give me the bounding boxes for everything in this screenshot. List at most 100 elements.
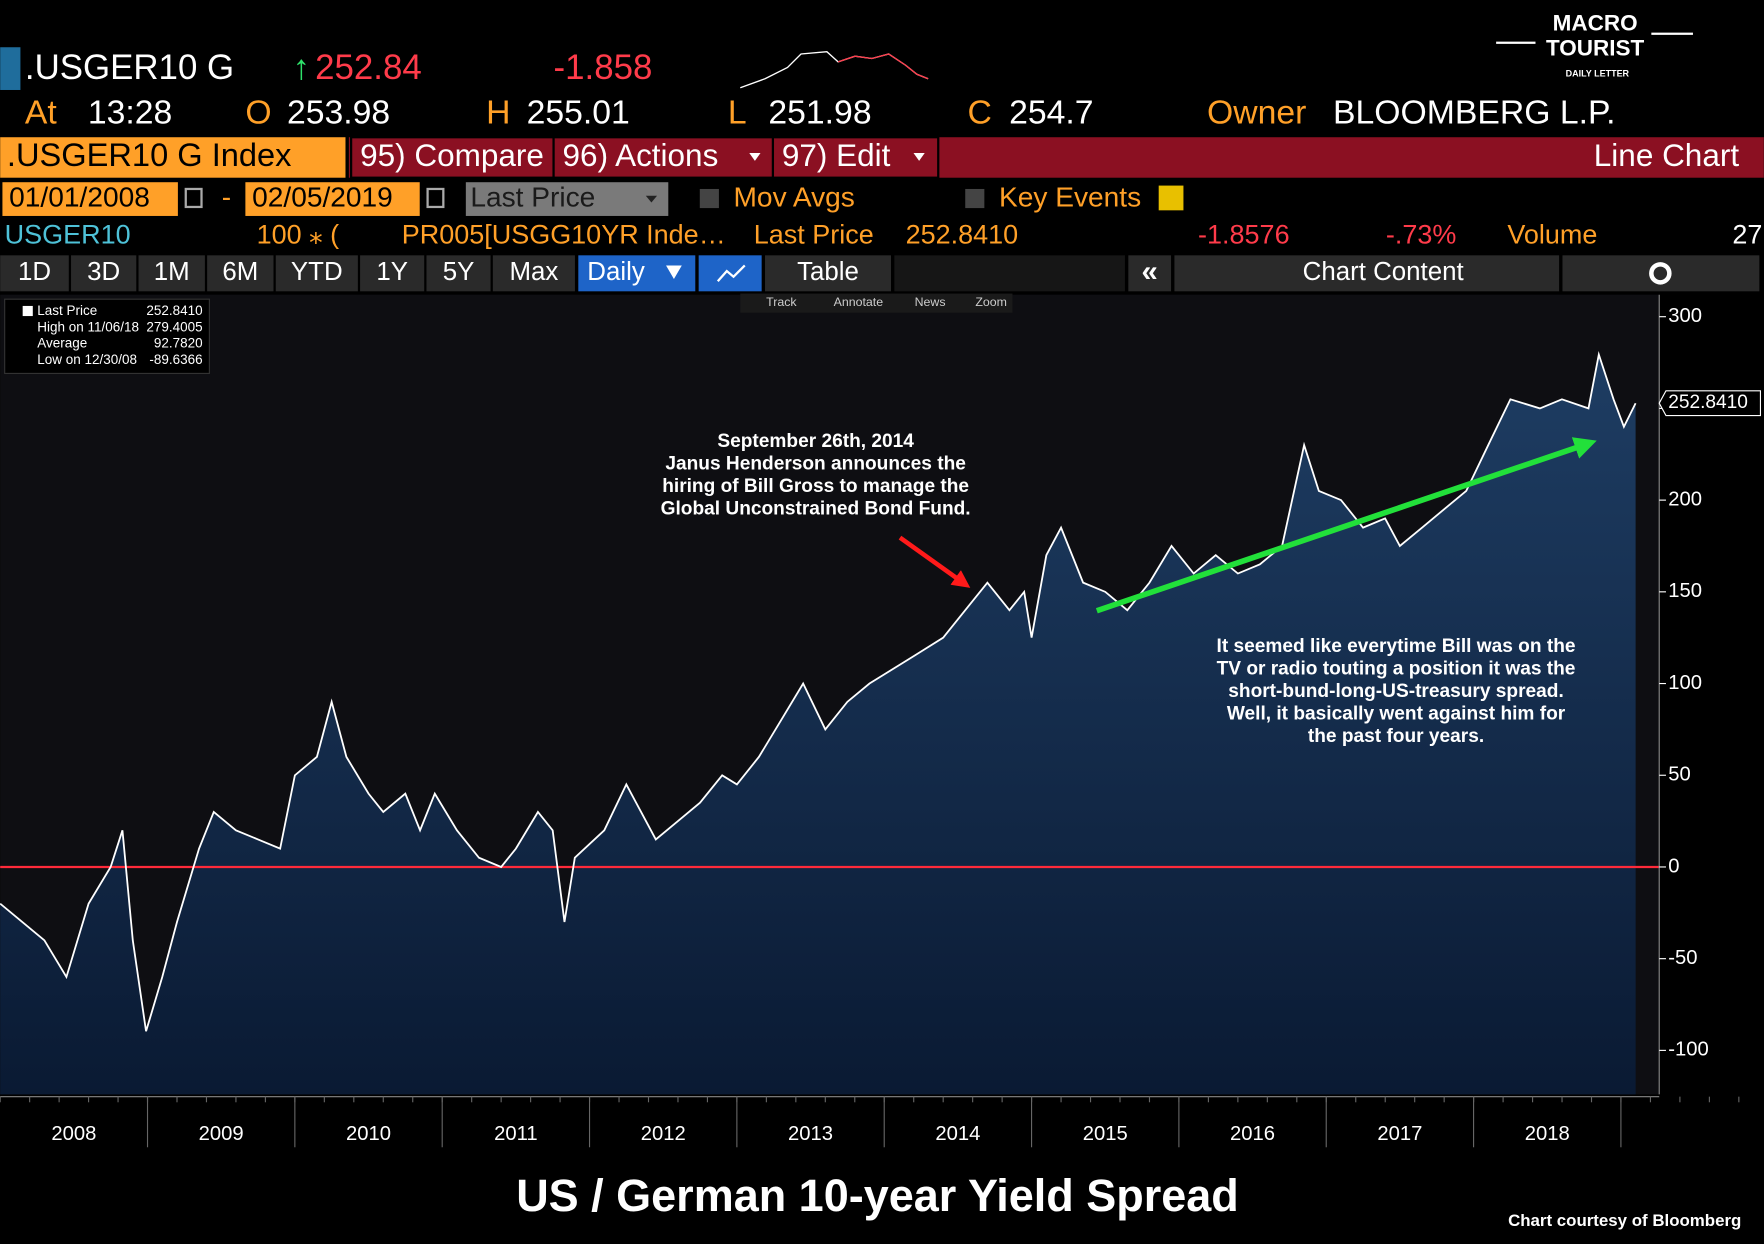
x-tick-label: 2012 xyxy=(641,1123,686,1145)
checkbox[interactable] xyxy=(965,188,985,209)
area xyxy=(0,354,1636,1095)
annotation: It seemed like everytime Bill was on the xyxy=(1217,636,1576,657)
toolbar-gap xyxy=(894,255,1125,292)
period-button[interactable] xyxy=(275,255,358,292)
menu-item-label: 96) Actions xyxy=(563,137,719,173)
table-label: Table xyxy=(797,258,859,286)
menu-item[interactable] xyxy=(771,136,940,179)
annotation: September 26th, 2014 xyxy=(717,431,914,452)
annotation: Global Unconstrained Bond Fund. xyxy=(661,499,971,520)
tool-label: Annotate xyxy=(834,295,884,309)
annotation: TV or radio touting a position it was th… xyxy=(1217,658,1576,679)
table-button[interactable] xyxy=(765,255,891,292)
y-tick-label: 0 xyxy=(1668,855,1679,877)
ticker: .USGER10 G xyxy=(25,48,234,87)
y-tick-label: 300 xyxy=(1668,305,1702,327)
chart-content-label: Chart Content xyxy=(1303,258,1464,286)
quote-field: 253.98 xyxy=(287,94,390,132)
x-tick-label: 2010 xyxy=(346,1123,391,1145)
period-button[interactable] xyxy=(360,255,425,292)
menu-item-label: 97) Edit xyxy=(782,137,891,173)
line xyxy=(0,350,1637,1032)
legend-value: 252.8410 xyxy=(146,303,202,318)
y-tick-label: 200 xyxy=(1668,488,1702,510)
menu-item[interactable] xyxy=(552,136,776,179)
date-box[interactable] xyxy=(245,182,420,216)
period-button[interactable] xyxy=(0,255,69,292)
period-label: 3D xyxy=(87,258,120,286)
ticker-row-field: 27 xyxy=(1732,219,1762,249)
legend-value: 279.4005 xyxy=(146,319,202,334)
annotation: Janus Henderson announces the xyxy=(665,454,966,475)
view-label: Line Chart xyxy=(1594,137,1740,173)
annotation: Well, it basically went against him for xyxy=(1227,703,1566,724)
quote-field: 255.01 xyxy=(527,94,630,132)
chart-title: US / German 10-year Yield Spread xyxy=(516,1170,1239,1221)
period-button[interactable] xyxy=(71,255,137,292)
ticker-row-field: PR005[USGG10YR Inde… xyxy=(402,219,726,249)
dropdown-icon xyxy=(666,265,682,279)
legend-value: 92.7820 xyxy=(154,336,203,351)
quote-field: C xyxy=(967,94,991,132)
checkbox[interactable] xyxy=(699,188,719,209)
period-label: YTD xyxy=(291,258,343,286)
date-box[interactable] xyxy=(2,182,178,216)
key-events: Key Events xyxy=(999,182,1141,213)
quote-field: Owner xyxy=(1207,94,1306,132)
x-tick-label: 2008 xyxy=(51,1123,96,1145)
tool-label: News xyxy=(915,295,946,309)
dropdown-icon xyxy=(645,195,658,203)
annotation: hiring of Bill Gross to manage the xyxy=(662,476,969,497)
info-icon xyxy=(1158,185,1184,211)
up-arrow: ↑ xyxy=(293,48,310,87)
x-tick-label: 2011 xyxy=(494,1123,538,1145)
frequency-label: Daily xyxy=(587,258,645,286)
quote-field: BLOOMBERG L.P. xyxy=(1333,94,1615,132)
tools-bar xyxy=(740,293,1013,313)
calendar-icon xyxy=(184,187,203,209)
ticker-row-field: 100 ⁎ ( xyxy=(257,219,340,249)
ticker-row-field: 252.8410 xyxy=(906,219,1019,249)
period-button[interactable] xyxy=(207,255,274,292)
dropdown-icon xyxy=(913,152,925,161)
calendar-icon xyxy=(426,187,445,209)
settings-button[interactable] xyxy=(1562,255,1760,292)
tool-label: Zoom xyxy=(975,295,1007,309)
quote-field: O xyxy=(245,94,271,132)
y-tick-label: 50 xyxy=(1668,764,1691,786)
x-tick-label: 2018 xyxy=(1525,1123,1570,1145)
security: .USGER10 G Index xyxy=(7,136,292,173)
status-block xyxy=(0,47,21,90)
security-box[interactable] xyxy=(0,137,346,178)
period-button[interactable] xyxy=(492,255,575,292)
field-box[interactable] xyxy=(465,182,669,216)
change: -1.858 xyxy=(554,48,653,87)
red-arrow xyxy=(898,535,971,588)
start-date: 01/01/2008 xyxy=(9,182,150,213)
collapse-button[interactable] xyxy=(1128,255,1172,292)
legend-value: -89.6366 xyxy=(149,352,202,367)
chart-content-button[interactable] xyxy=(1174,255,1560,292)
y-tick-label: -50 xyxy=(1668,947,1697,969)
last-price-tag xyxy=(1658,390,1762,417)
tool-label: Track xyxy=(766,295,797,309)
x-tick-label: 2015 xyxy=(1083,1123,1128,1145)
quote-field: 254.7 xyxy=(1009,94,1093,132)
logo-tagline: DAILY LETTER xyxy=(1566,69,1630,79)
y-tick-label: 100 xyxy=(1668,672,1702,694)
ticker-row-field: Volume xyxy=(1507,219,1597,249)
period-button[interactable] xyxy=(138,255,205,292)
legend-label: Average xyxy=(37,336,87,351)
legend-swatch xyxy=(22,305,33,317)
x-tick-label: 2017 xyxy=(1377,1123,1422,1145)
settings-icon xyxy=(1649,262,1672,285)
credit: Chart courtesy of Bloomberg xyxy=(1508,1211,1741,1230)
dash: - xyxy=(222,182,231,213)
period-label: Max xyxy=(509,258,558,286)
quote-field: 13:28 xyxy=(88,94,172,132)
annotation: the past four years. xyxy=(1308,726,1484,747)
end-date: 02/05/2019 xyxy=(252,182,393,213)
legend-label: Low on 12/30/08 xyxy=(37,352,137,367)
period-button[interactable] xyxy=(426,255,491,292)
